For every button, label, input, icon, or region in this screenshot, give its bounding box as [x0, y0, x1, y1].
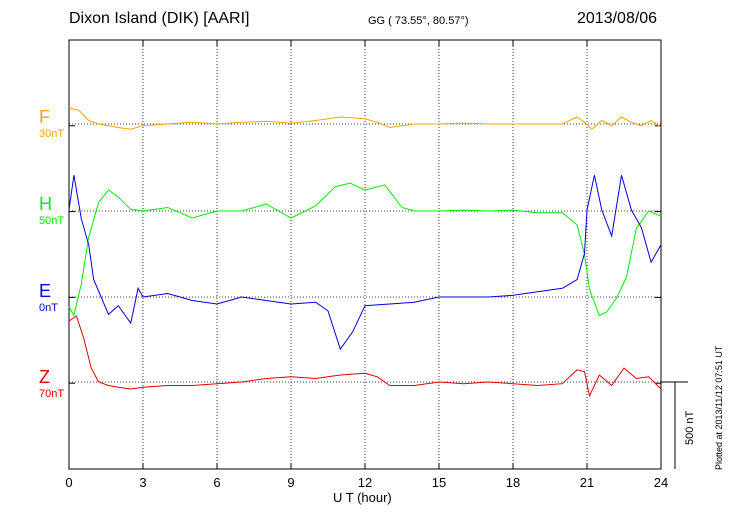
scale-bar-label: 500 nT: [684, 410, 696, 445]
axis-ticks: 0 3 6 9 12 15 18 21 24: [65, 39, 668, 490]
component-f-baseline: 30nT: [39, 128, 65, 140]
component-label-h: H 50nT: [39, 194, 64, 227]
series-line-z: [68, 315, 662, 398]
series-line-h: [68, 182, 662, 317]
chart-date: 2013/08/06: [577, 10, 658, 27]
x-tick-label-24: 24: [654, 475, 668, 490]
plot-frame: [68, 39, 662, 470]
component-label-e: E 0nT: [39, 281, 58, 314]
x-tick-label-0: 0: [65, 475, 72, 490]
x-tick-label-15: 15: [432, 475, 446, 490]
x-tick-label-3: 3: [139, 475, 146, 490]
grid-lines: [142, 40, 588, 469]
component-label-z: Z 70nT: [39, 367, 64, 400]
x-axis-label: U T (hour): [333, 490, 392, 505]
series-line-f: [68, 107, 662, 130]
component-z-letter: Z: [39, 367, 50, 387]
component-e-baseline: 0nT: [39, 302, 58, 314]
series-line-e: [68, 175, 662, 351]
x-tick-label-6: 6: [213, 475, 220, 490]
series-lines: [68, 107, 662, 398]
component-f-letter: F: [39, 107, 50, 127]
component-h-letter: H: [39, 194, 52, 214]
x-tick-label-21: 21: [580, 475, 594, 490]
x-tick-label-9: 9: [287, 475, 294, 490]
component-z-baseline: 70nT: [39, 388, 65, 400]
x-tick-label-18: 18: [506, 475, 520, 490]
x-tick-label-12: 12: [358, 475, 372, 490]
component-h-baseline: 50nT: [39, 215, 65, 227]
scale-bar: [661, 381, 688, 469]
component-label-f: F 30nT: [39, 107, 64, 140]
component-e-letter: E: [39, 281, 52, 301]
geographic-coordinates: GG ( 73.55°, 80.57°): [368, 15, 469, 27]
plotted-timestamp: Plotted at 2013/11/12 07:51 UT: [714, 345, 724, 470]
station-title: Dixon Island (DIK) [AARI]: [69, 10, 250, 27]
